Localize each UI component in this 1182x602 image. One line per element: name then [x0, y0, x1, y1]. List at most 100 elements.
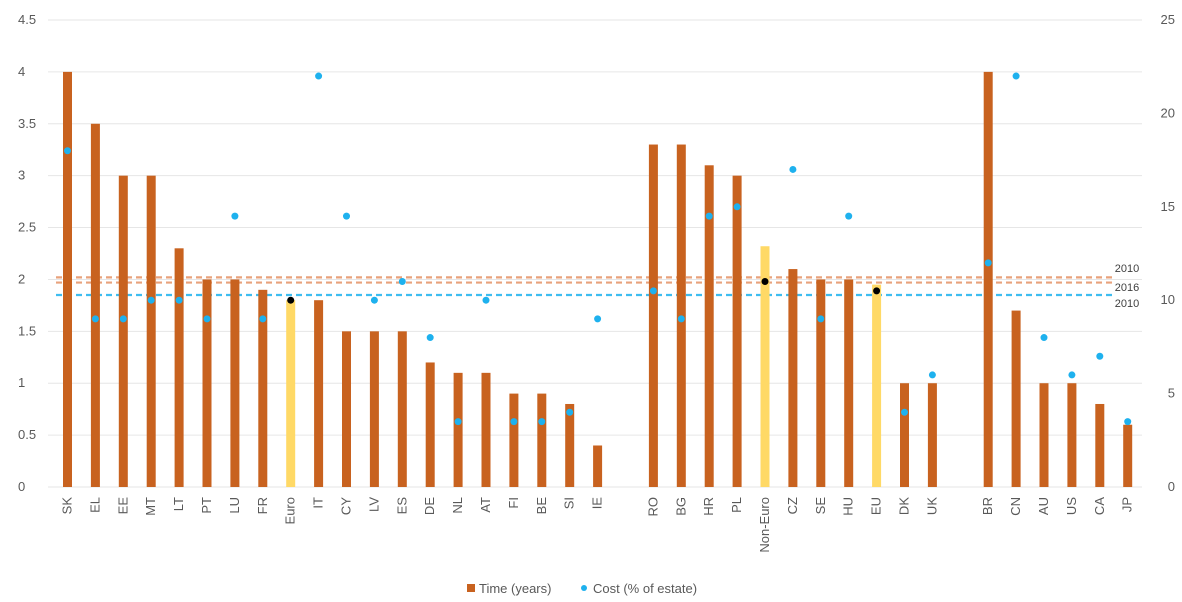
left-axis-ticks: 0 0.5 1 1.5 2 2.5 3 3.5 4 4.5 [18, 12, 36, 494]
time-bar [816, 279, 826, 487]
right-axis-ticks: 0 5 10 15 20 25 [1161, 12, 1175, 494]
time-bar [230, 279, 240, 487]
left-tick-label: 2.5 [18, 220, 36, 235]
legend-label-cost: Cost (% of estate) [593, 581, 697, 596]
category-label: ES [394, 497, 409, 515]
left-tick-label: 1 [18, 375, 25, 390]
time-bar [983, 71, 993, 487]
left-tick-label: 4.5 [18, 12, 36, 27]
category-label: UK [924, 497, 939, 515]
category-label: SK [60, 497, 75, 515]
right-tick-label: 10 [1161, 292, 1175, 307]
cost-dot [817, 315, 825, 323]
cost-dot [454, 418, 462, 426]
category-label: EE [115, 497, 130, 515]
legend-label-time: Time (years) [479, 581, 551, 596]
category-label: PL [729, 497, 744, 513]
category-labels: SK EL EE MT LT PT LU FR Euro IT CY LV ES DE NL AT FI BE SI… [60, 497, 1135, 553]
time-bar [732, 175, 742, 487]
time-bar [90, 123, 100, 488]
cost-dot [873, 287, 881, 295]
legend-swatch-time [467, 584, 475, 592]
cost-dot [1040, 334, 1048, 342]
cost-dots [64, 72, 1132, 426]
cost-dot [259, 315, 267, 323]
right-tick-label: 25 [1161, 12, 1175, 27]
time-bar [1039, 383, 1049, 487]
cost-dot [231, 212, 239, 220]
category-label: JP [1120, 497, 1135, 512]
cost-dot [649, 287, 657, 295]
reference-lines: 2010 2016 2010 [56, 263, 1139, 310]
category-label: AT [478, 497, 493, 513]
time-bar [369, 331, 379, 487]
category-label: SI [562, 497, 577, 509]
cost-dot [1012, 72, 1020, 80]
category-label: MT [143, 497, 158, 516]
right-tick-label: 20 [1161, 105, 1175, 120]
cost-dot [398, 278, 406, 286]
cost-dot [761, 278, 769, 286]
time-bar [146, 175, 156, 487]
category-label: LU [227, 497, 242, 514]
cost-dot [91, 315, 99, 323]
time-bar [174, 248, 184, 487]
time-bar [258, 289, 268, 487]
category-label: FR [255, 497, 270, 514]
time-bar [844, 279, 854, 487]
time-bar [425, 362, 435, 487]
cost-dot [175, 296, 183, 304]
cost-dot [928, 371, 936, 379]
category-label: IE [590, 497, 605, 510]
time-bar [704, 165, 714, 488]
time-bar [537, 393, 547, 487]
category-label: DE [422, 497, 437, 515]
time-bars [63, 71, 1133, 488]
cost-dot [147, 296, 155, 304]
time-bar [565, 403, 575, 487]
time-bar [481, 372, 491, 487]
cost-dot [901, 408, 908, 416]
category-label: EU [869, 497, 884, 515]
cost-dot [1096, 352, 1104, 360]
gridlines [48, 19, 1142, 488]
category-label: PT [199, 497, 214, 514]
category-label: LV [366, 497, 381, 512]
legend-swatch-cost [581, 585, 587, 591]
left-tick-label: 1.5 [18, 323, 36, 338]
cost-dot [538, 418, 546, 426]
right-tick-label: 15 [1161, 199, 1175, 214]
cost-dot [594, 315, 602, 323]
reference-line-label: 2016 [1115, 282, 1139, 294]
time-bar [788, 269, 798, 487]
left-tick-label: 0.5 [18, 427, 36, 442]
category-label: BE [534, 497, 549, 515]
cost-dot [984, 259, 992, 267]
reference-line-label: 2010 [1115, 298, 1139, 310]
left-tick-label: 4 [18, 64, 25, 79]
cost-dot [287, 296, 295, 304]
time-bar [286, 300, 296, 487]
left-tick-label: 3 [18, 168, 25, 183]
time-bar [900, 383, 909, 487]
category-label: HU [841, 497, 856, 516]
cost-dot [566, 408, 574, 416]
time-bar [872, 284, 882, 487]
cost-dot [482, 296, 490, 304]
category-label: AU [1036, 497, 1051, 515]
left-tick-label: 2 [18, 271, 25, 286]
cost-dot [705, 212, 713, 220]
time-bar [1123, 424, 1133, 487]
cost-dot [203, 315, 211, 323]
time-bar [202, 279, 212, 487]
cost-dot [733, 203, 741, 211]
time-bar [1011, 310, 1021, 487]
category-label: NL [450, 497, 465, 514]
category-label: EL [87, 497, 102, 513]
category-label: CY [339, 497, 354, 515]
reference-line-label: 2010 [1115, 263, 1139, 275]
time-bar [63, 71, 72, 487]
category-label: Non-Euro [757, 497, 772, 553]
left-tick-label: 0 [18, 479, 25, 494]
category-label: Euro [283, 497, 298, 524]
